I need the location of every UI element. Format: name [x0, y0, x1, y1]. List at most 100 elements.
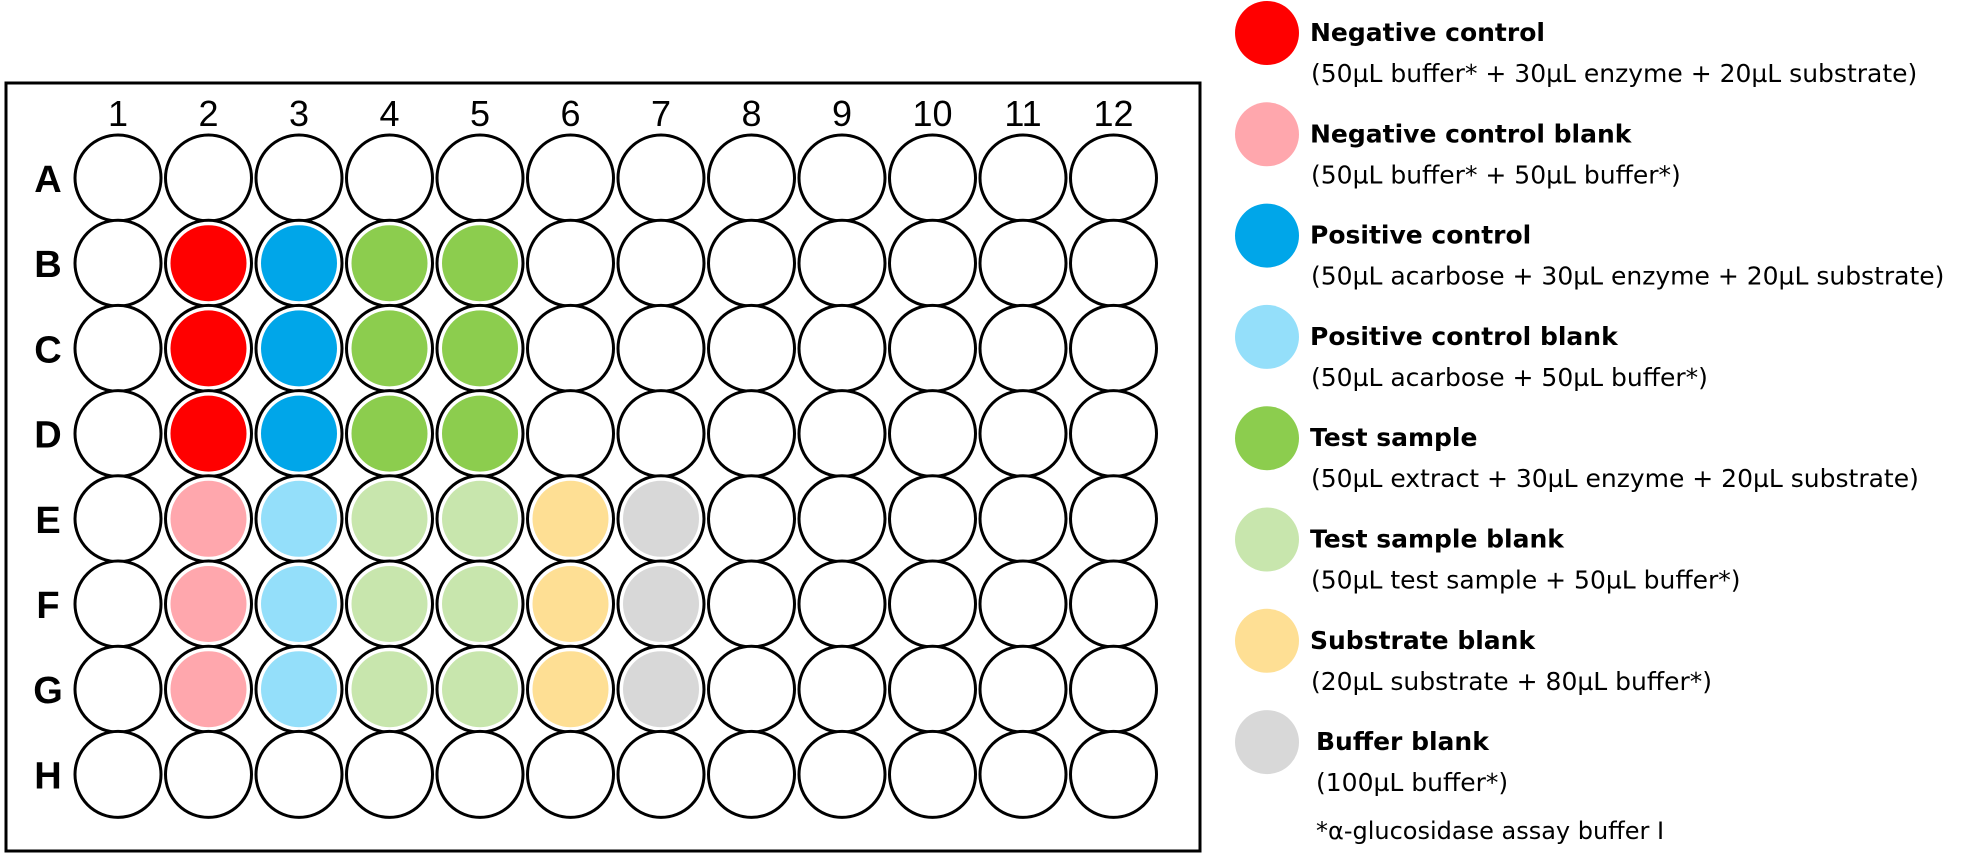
well-C12 [1069, 303, 1158, 393]
well-H3 [254, 729, 344, 819]
well-A4 [345, 133, 434, 223]
legend-swatch [1235, 203, 1299, 268]
row-label-F: F [36, 585, 59, 627]
footnote: *α-glucosidase assay buffer I [1316, 817, 1664, 845]
well-C1 [73, 303, 163, 393]
legend-description: (50µL extract + 30µL enzyme + 20µL subst… [1311, 464, 1919, 493]
column-label-10: 10 [912, 93, 952, 134]
well-D12 [1069, 389, 1158, 479]
well-B1 [73, 218, 163, 308]
well-D10 [888, 389, 977, 479]
legend-description: (100µL buffer*) [1316, 768, 1508, 797]
well-D1 [73, 389, 163, 479]
legend-description: (50µL buffer* + 50µL buffer*) [1311, 160, 1681, 189]
column-labels: 1 2 3 4 5 6 7 8 9 10 11 12 [108, 93, 1134, 134]
well-B10 [888, 218, 977, 308]
legend-description: (50µL acarbose + 30µL enzyme + 20µL subs… [1311, 262, 1944, 291]
well-H8 [707, 729, 796, 819]
column-label-3: 3 [289, 93, 309, 134]
column-label-4: 4 [379, 93, 399, 134]
well-C4-test-sample [345, 303, 434, 393]
well-D2-negative-control [164, 389, 253, 479]
legend-item-negative-control-blank: Negative control blank (50µL buffer* + 50… [1235, 102, 1681, 189]
legend-label: Test sample [1310, 423, 1477, 452]
legend-item-positive-control-blank: Positive control blank (50µL acarbose + 5… [1235, 304, 1708, 392]
legend-description: (50µL acarbose + 50µL buffer*) [1311, 363, 1708, 392]
well-E1 [73, 474, 163, 564]
well-G4-test-sample-blank [345, 644, 434, 734]
legend: Negative control (50µL buffer* + 30µL enz… [1235, 1, 1944, 797]
legend-item-negative-control: Negative control (50µL buffer* + 30µL enz… [1235, 1, 1917, 88]
legend-label: Negative control blank [1310, 119, 1633, 148]
well-H7 [616, 729, 706, 819]
well-A2 [164, 133, 253, 223]
well-C8 [707, 303, 796, 393]
well-F1 [73, 559, 163, 649]
well-B6 [526, 218, 615, 308]
well-C3-positive-control [254, 303, 344, 393]
well-C2-negative-control [164, 303, 253, 393]
well-C6 [526, 303, 615, 393]
legend-label: Substrate blank [1310, 626, 1536, 655]
well-G2-negative-control-blank [164, 644, 253, 734]
well-F3-positive-control-blank [254, 559, 344, 649]
well-C5-test-sample [435, 303, 525, 393]
well-A5 [435, 133, 525, 223]
legend-description: (50µL test sample + 50µL buffer*) [1311, 566, 1740, 595]
row-label-G: G [33, 670, 63, 712]
well-D9 [797, 389, 887, 479]
well-F11 [978, 559, 1068, 649]
row-label-E: E [35, 500, 60, 542]
well-G5-test-sample-blank [435, 644, 525, 734]
well-B7 [616, 218, 706, 308]
well-G11 [978, 644, 1068, 734]
well-H6 [526, 729, 615, 819]
well-F9 [797, 559, 887, 649]
row-label-D: D [34, 415, 61, 457]
well-G9 [797, 644, 887, 734]
legend-item-positive-control: Positive control (50µL acarbose + 30µL en… [1235, 203, 1944, 291]
well-A10 [888, 133, 977, 223]
well-H5 [435, 729, 525, 819]
well-E11 [978, 474, 1068, 564]
well-H10 [888, 729, 977, 819]
column-label-5: 5 [470, 93, 490, 134]
well-D5-test-sample [435, 389, 525, 479]
legend-label: Buffer blank [1316, 727, 1490, 756]
column-label-1: 1 [108, 93, 128, 134]
row-label-B: B [34, 244, 61, 286]
column-label-8: 8 [741, 93, 761, 134]
well-H1 [73, 729, 163, 819]
well-E7-buffer-blank [616, 474, 706, 564]
legend-item-test-sample: Test sample (50µL extract + 30µL enzyme +… [1235, 406, 1919, 493]
well-H11 [978, 729, 1068, 819]
well-C10 [888, 303, 977, 393]
well-F8 [707, 559, 796, 649]
well-G8 [707, 644, 796, 734]
well-H2 [164, 729, 253, 819]
column-label-7: 7 [651, 93, 671, 134]
well-D3-positive-control [254, 389, 344, 479]
well-E3-positive-control-blank [254, 474, 344, 564]
well-H4 [345, 729, 434, 819]
well-G12 [1069, 644, 1158, 734]
row-label-H: H [34, 755, 61, 797]
legend-description: (20µL substrate + 80µL buffer*) [1311, 667, 1712, 696]
well-G7-buffer-blank [616, 644, 706, 734]
well-F5-test-sample-blank [435, 559, 525, 649]
well-B2-negative-control [164, 218, 253, 308]
well-F12 [1069, 559, 1158, 649]
well-D6 [526, 389, 615, 479]
well-F4-test-sample-blank [345, 559, 434, 649]
well-B3-positive-control [254, 218, 344, 308]
column-label-2: 2 [198, 93, 218, 134]
legend-item-substrate-blank: Substrate blank (20µL substrate + 80µL bu… [1235, 608, 1712, 696]
well-E5-test-sample-blank [435, 474, 525, 564]
well-C7 [616, 303, 706, 393]
well-B4-test-sample [345, 218, 434, 308]
well-A3 [254, 133, 344, 223]
well-G1 [73, 644, 163, 734]
well-D4-test-sample [345, 389, 434, 479]
well-D8 [707, 389, 796, 479]
